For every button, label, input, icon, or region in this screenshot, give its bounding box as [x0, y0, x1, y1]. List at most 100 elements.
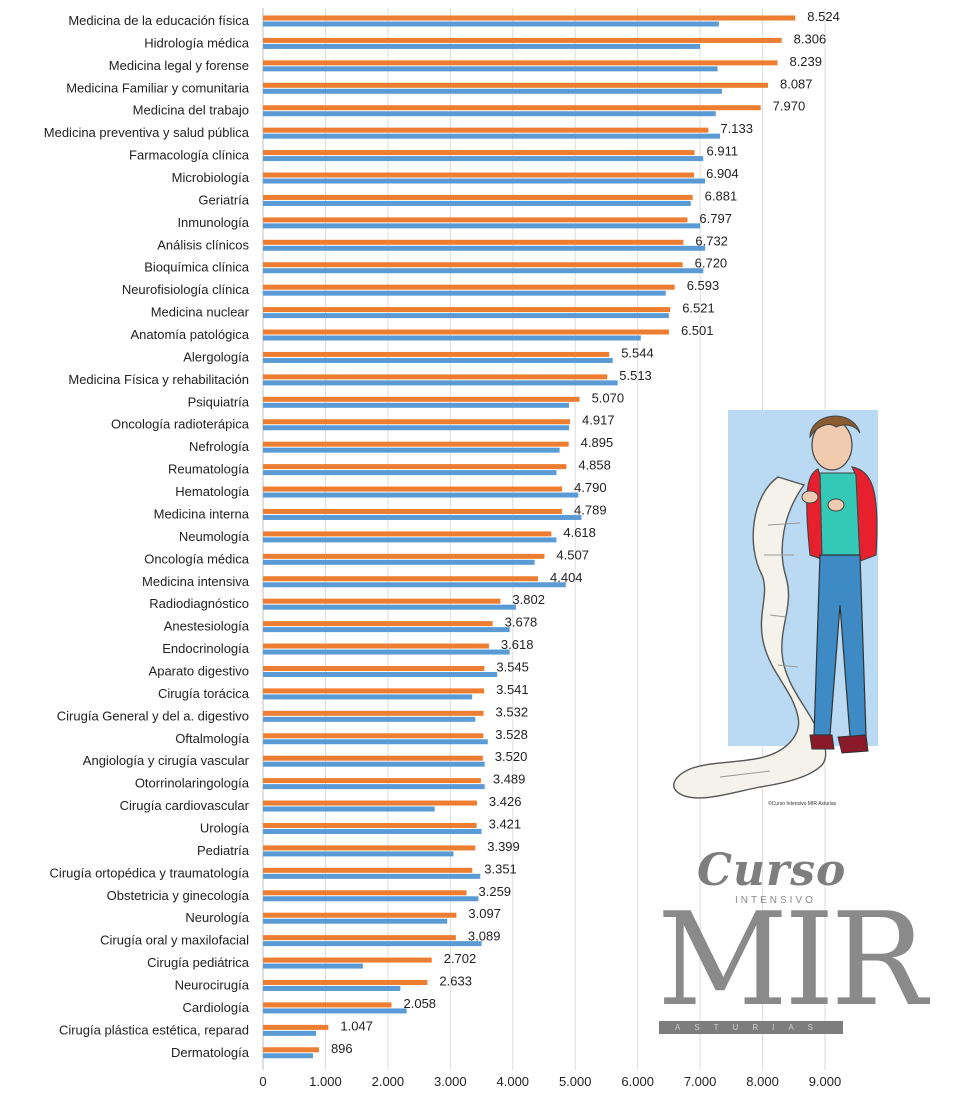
category-label: Oncología radioterápica [111, 417, 250, 432]
category-label: Anatomía patológica [130, 327, 249, 342]
category-label: Cirugía oral y maxilofacial [100, 933, 249, 948]
bar-blue [263, 447, 560, 453]
x-tick-label: 8.000 [746, 1074, 779, 1089]
bar-orange [263, 419, 571, 425]
bar-orange [263, 1002, 392, 1008]
data-label: 3.545 [496, 659, 529, 674]
bar-blue [263, 784, 485, 790]
data-label: 6.904 [706, 166, 739, 181]
bar-orange [263, 957, 432, 963]
category-label: Cirugía torácica [158, 686, 250, 701]
bar-orange [263, 845, 476, 851]
bar-blue [263, 43, 701, 49]
data-label: 3.520 [495, 749, 528, 764]
data-label: 8.524 [807, 9, 840, 24]
bar-orange [263, 351, 610, 357]
category-label: Medicina interna [154, 506, 250, 521]
x-tick-label: 0 [259, 1074, 266, 1089]
bar-blue [263, 985, 401, 991]
data-label: 4.917 [582, 413, 615, 428]
bar-blue [263, 1030, 317, 1036]
category-labels: Medicina de la educación física Hidrologí… [44, 13, 250, 1060]
bar-blue [263, 178, 706, 184]
data-label: 6.593 [687, 278, 720, 293]
x-tick-label: 9.000 [809, 1074, 842, 1089]
data-label: 8.087 [780, 76, 813, 91]
category-label: Hematología [175, 484, 249, 499]
data-label: 3.097 [468, 906, 501, 921]
data-label: 3.618 [501, 637, 534, 652]
bar-blue [263, 514, 582, 520]
category-label: Dermatología [171, 1045, 250, 1060]
x-tick-label: 4.000 [497, 1074, 530, 1089]
category-label: Medicina de la educación física [68, 13, 249, 28]
bar-blue [263, 245, 706, 251]
category-label: Obstetricia y ginecología [107, 888, 250, 903]
category-label: Neurología [185, 910, 249, 925]
data-label: 3.399 [487, 839, 520, 854]
bar-blue [263, 492, 579, 498]
data-label: 2.702 [444, 951, 477, 966]
bar-orange [263, 800, 477, 806]
data-label: 7.970 [773, 99, 806, 114]
category-label: Cardiología [183, 1000, 250, 1015]
category-label: Cirugía plástica estética, reparad [59, 1022, 249, 1037]
x-tick-label: 7.000 [684, 1074, 717, 1089]
bar-blue [263, 716, 476, 722]
value-labels: 8.524 8.306 8.239 8.087 7.970 7.133 6.911 6.904… [331, 9, 840, 1056]
illustration-credit: ©Curso Intensivo MIR Asturias [768, 800, 837, 807]
bar-orange [263, 979, 428, 985]
bar-blue [263, 896, 479, 902]
data-label: 3.489 [493, 772, 526, 787]
category-label: Neumología [179, 529, 250, 544]
bar-orange [263, 239, 684, 245]
bar-orange [263, 665, 485, 671]
category-label: Cirugía General y del a. digestivo [57, 708, 249, 723]
bar-blue [263, 88, 722, 94]
category-label: Bioquímica clínica [144, 260, 250, 275]
data-label: 3.541 [496, 682, 529, 697]
category-label: Farmacología clínica [129, 148, 250, 163]
category-label: Hidrología médica [144, 35, 250, 50]
bar-blue [263, 380, 618, 386]
bar-orange [263, 262, 683, 268]
bar-blue [263, 671, 498, 677]
bar-blue [263, 357, 613, 363]
category-label: Pediatría [197, 843, 250, 858]
data-label: 6.881 [705, 188, 738, 203]
bar-orange [263, 329, 669, 335]
category-label: Cirugía ortopédica y traumatología [50, 865, 250, 880]
data-label: 6.521 [682, 301, 715, 316]
category-label: Alergología [183, 349, 250, 364]
x-axis-ticks: 0 1.000 2.000 3.000 4.000 5.000 6.000 7.000 8.00… [259, 1074, 841, 1089]
data-label: 3.351 [484, 861, 517, 876]
category-label: Medicina Familiar y comunitaria [66, 80, 250, 95]
data-label: 3.421 [489, 816, 522, 831]
category-label: Geriatría [198, 192, 249, 207]
bar-orange [263, 576, 539, 582]
bar-orange [263, 374, 608, 380]
bar-orange [263, 127, 709, 133]
bar-orange [263, 890, 467, 896]
x-tick-label: 5.000 [559, 1074, 592, 1089]
bar-orange [263, 284, 675, 290]
bar-orange [263, 307, 671, 313]
bar-blue [263, 918, 448, 924]
category-label: Otorrinolaringología [135, 776, 250, 791]
bar-blue [263, 200, 691, 206]
bar-orange [263, 710, 484, 716]
data-label: 3.089 [468, 929, 501, 944]
bar-orange [263, 60, 778, 66]
data-label: 5.070 [592, 390, 625, 405]
bar-blue [263, 425, 569, 431]
bar-orange [263, 105, 761, 111]
bar-blue [263, 402, 569, 408]
bar-blue [263, 873, 481, 879]
category-label: Oftalmología [175, 731, 249, 746]
data-label: 6.720 [695, 256, 728, 271]
category-label: Radiodiagnóstico [149, 596, 249, 611]
bar-blue [263, 1008, 407, 1014]
data-label: 4.895 [581, 435, 614, 450]
bar-blue [263, 761, 485, 767]
